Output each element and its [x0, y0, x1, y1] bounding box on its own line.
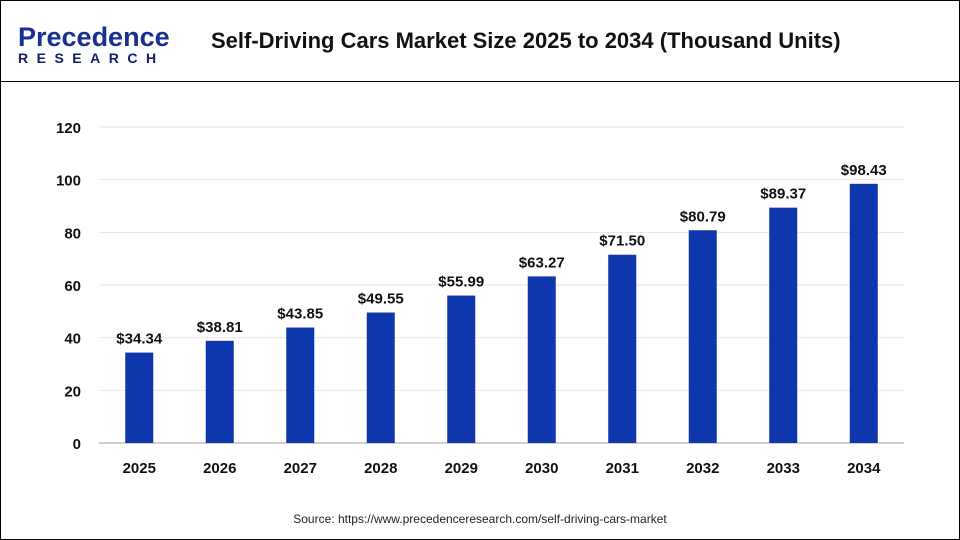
- x-tick-label: 2028: [364, 460, 397, 477]
- bar: [125, 352, 154, 443]
- bar: [688, 230, 717, 443]
- data-label: $55.99: [438, 274, 484, 291]
- data-label: $49.55: [358, 291, 404, 308]
- x-tick-label: 2026: [203, 460, 236, 477]
- data-label: $71.50: [599, 233, 645, 250]
- bar: [205, 340, 234, 443]
- bar: [608, 254, 637, 443]
- y-tick-label: 80: [64, 225, 81, 242]
- bar: [849, 183, 878, 443]
- y-tick-label: 20: [64, 383, 81, 400]
- x-tick-label: 2025: [123, 460, 156, 477]
- data-label: $63.27: [519, 254, 565, 271]
- logo: Precedence RESEARCH: [18, 23, 170, 65]
- data-label: $98.43: [841, 162, 887, 179]
- bar: [366, 312, 395, 443]
- data-label: $80.79: [680, 208, 726, 225]
- logo-line2: RESEARCH: [18, 50, 165, 66]
- source-note: Source: https://www.precedenceresearch.c…: [293, 512, 667, 526]
- chart-title: Self-Driving Cars Market Size 2025 to 20…: [211, 28, 841, 53]
- logo-line1: Precedence: [18, 22, 170, 52]
- x-tick-label: 2030: [525, 460, 558, 477]
- data-label: $38.81: [197, 319, 243, 336]
- x-tick-label: 2031: [606, 460, 639, 477]
- bar-chart: 0 20 40 60 80 100 120 $34.34 2025 $38.81 2026 $43.8…: [56, 120, 904, 477]
- data-label: $89.37: [760, 186, 806, 203]
- bar: [527, 276, 556, 443]
- bar: [447, 295, 476, 443]
- data-label: $43.85: [277, 306, 323, 323]
- x-tick-label: 2034: [847, 460, 881, 477]
- data-label: $34.34: [116, 331, 163, 348]
- y-tick-label: 60: [64, 278, 81, 295]
- x-tick-label: 2033: [767, 460, 800, 477]
- bar: [769, 207, 798, 443]
- bar: [286, 327, 315, 443]
- x-tick-label: 2032: [686, 460, 719, 477]
- x-tick-label: 2027: [284, 460, 317, 477]
- header: Precedence RESEARCH Self-Driving Cars Ma…: [1, 1, 959, 82]
- y-tick-label: 40: [64, 331, 81, 348]
- x-tick-label: 2029: [445, 460, 478, 477]
- y-tick-label: 0: [73, 436, 81, 453]
- y-tick-label: 120: [56, 120, 81, 137]
- y-tick-label: 100: [56, 173, 81, 190]
